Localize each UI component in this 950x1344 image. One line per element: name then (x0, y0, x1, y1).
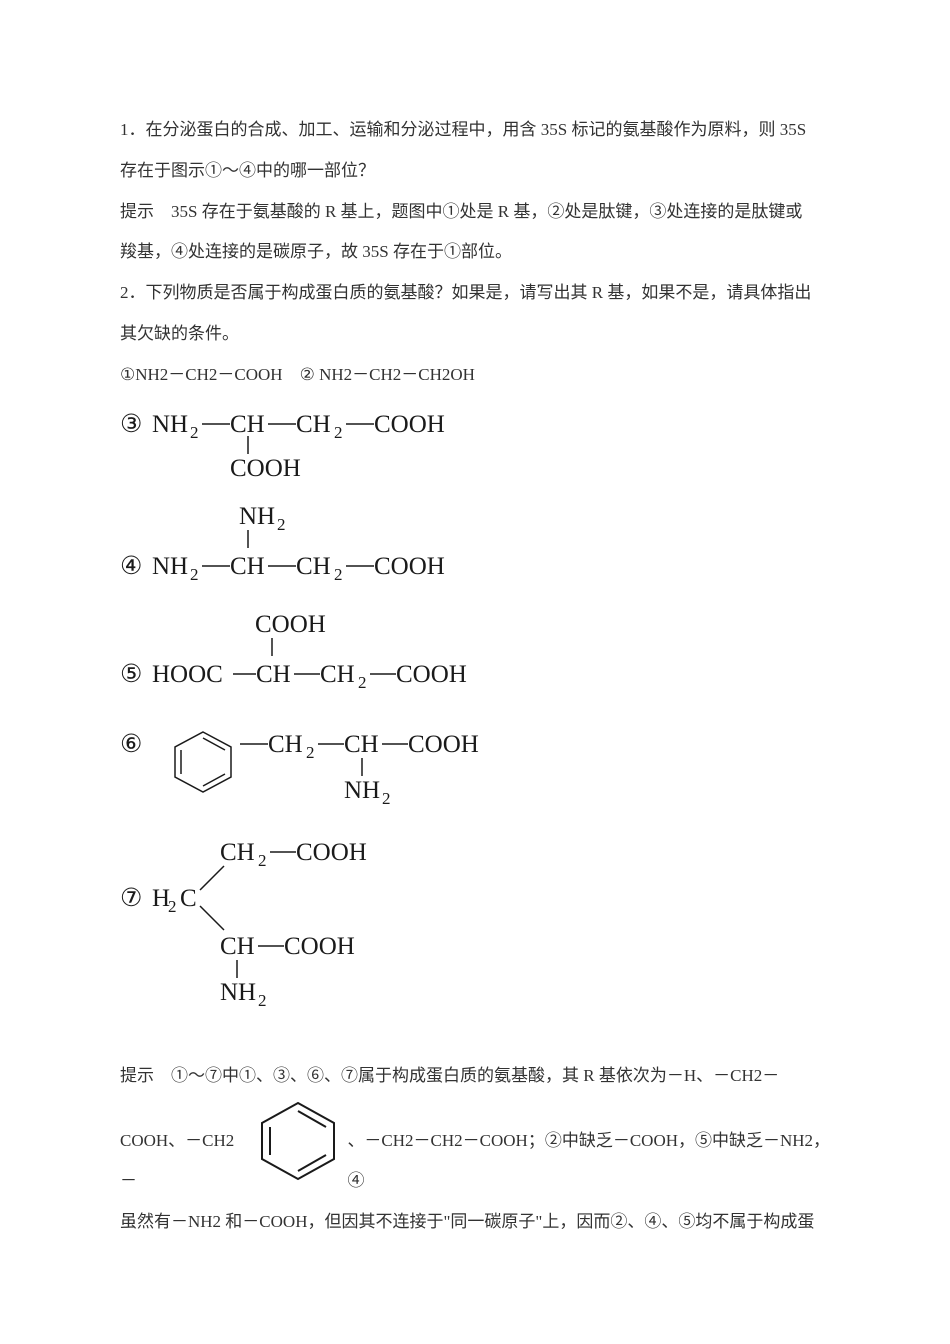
svg-text:2: 2 (258, 991, 267, 1010)
circ-4: ④ (120, 553, 142, 580)
svg-text:2: 2 (306, 743, 315, 762)
circ-7: ⑦ (120, 885, 142, 912)
q2-hint2-row: COOH、－CH2－ 、－CH2－CH2－COOH；②中缺乏－COOH，⑤中缺乏… (120, 1096, 840, 1202)
svg-text:2: 2 (277, 515, 286, 534)
svg-text:COOH: COOH (374, 553, 445, 580)
svg-text:CH: CH (230, 411, 265, 438)
svg-text:2: 2 (334, 565, 343, 584)
benzene-icon (253, 1096, 343, 1202)
chemistry-formula-block: ③ NH2 CH CH2 COOH COOH NH2 ④ NH2 CH CH2 (120, 396, 840, 1056)
svg-text:CH: CH (296, 553, 331, 580)
svg-text:2: 2 (382, 789, 391, 808)
q1-line2: 存在于图示①～④中的哪一部位？ (120, 151, 840, 192)
svg-text:2: 2 (168, 897, 177, 916)
svg-text:COOH: COOH (408, 731, 479, 758)
svg-text:COOH: COOH (230, 455, 301, 482)
q1-hint2: 羧基，④处连接的是碳原子，故 35S 存在于①部位。 (120, 232, 840, 273)
svg-text:2: 2 (190, 565, 199, 584)
svg-text:CH: CH (296, 411, 331, 438)
q2-hint1: 提示 ①～⑦中①、③、⑥、⑦属于构成蛋白质的氨基酸，其 R 基依次为－H、－CH… (120, 1056, 840, 1097)
svg-text:NH: NH (220, 979, 256, 1006)
svg-text:CH: CH (220, 933, 255, 960)
q2-line2: 其欠缺的条件。 (120, 314, 840, 355)
svg-text:2: 2 (358, 673, 367, 692)
svg-text:COOH: COOH (255, 611, 326, 638)
q2-hint2a: COOH、－CH2－ (120, 1121, 249, 1203)
circ-3: ③ (120, 411, 142, 438)
svg-text:2: 2 (334, 423, 343, 442)
svg-text:2: 2 (258, 851, 267, 870)
q2-hint3: 虽然有－NH2 和－COOH，但因其不连接于"同一碳原子"上，因而②、④、⑤均不… (120, 1202, 840, 1243)
svg-text:CH: CH (256, 661, 291, 688)
svg-text:NH: NH (344, 777, 380, 804)
formula-svg: ③ NH2 CH CH2 COOH COOH NH2 ④ NH2 CH CH2 (120, 406, 720, 1046)
svg-text:NH: NH (152, 411, 188, 438)
q2-line1: 2．下列物质是否属于构成蛋白质的氨基酸？如果是，请写出其 R 基，如果不是，请具… (120, 273, 840, 314)
q2-hint2b: 、－CH2－CH2－COOH；②中缺乏－COOH，⑤中缺乏－NH2，④ (347, 1121, 840, 1203)
q1-hint1: 提示 35S 存在于氨基酸的 R 基上，题图中①处是 R 基，②处是肽键，③处连… (120, 192, 840, 233)
svg-text:NH: NH (152, 553, 188, 580)
svg-text:COOH: COOH (374, 411, 445, 438)
circ-5: ⑤ (120, 661, 142, 688)
q2-formula-inline: ①NH2－CH2－COOH ② NH2－CH2－CH2OH (120, 355, 840, 396)
svg-text:C: C (180, 885, 197, 912)
q1-line1: 1．在分泌蛋白的合成、加工、运输和分泌过程中，用含 35S 标记的氨基酸作为原料… (120, 110, 840, 151)
svg-text:NH: NH (239, 503, 275, 530)
svg-text:COOH: COOH (396, 661, 467, 688)
svg-text:CH: CH (344, 731, 379, 758)
document-page: 1．在分泌蛋白的合成、加工、运输和分泌过程中，用含 35S 标记的氨基酸作为原料… (0, 0, 950, 1344)
svg-text:CH: CH (220, 839, 255, 866)
svg-text:CH: CH (230, 553, 265, 580)
circ-6: ⑥ (120, 731, 142, 758)
svg-text:CH: CH (320, 661, 355, 688)
svg-text:2: 2 (190, 423, 199, 442)
svg-text:COOH: COOH (296, 839, 367, 866)
svg-text:COOH: COOH (284, 933, 355, 960)
svg-text:CH: CH (268, 731, 303, 758)
svg-text:HOOC: HOOC (152, 661, 223, 688)
